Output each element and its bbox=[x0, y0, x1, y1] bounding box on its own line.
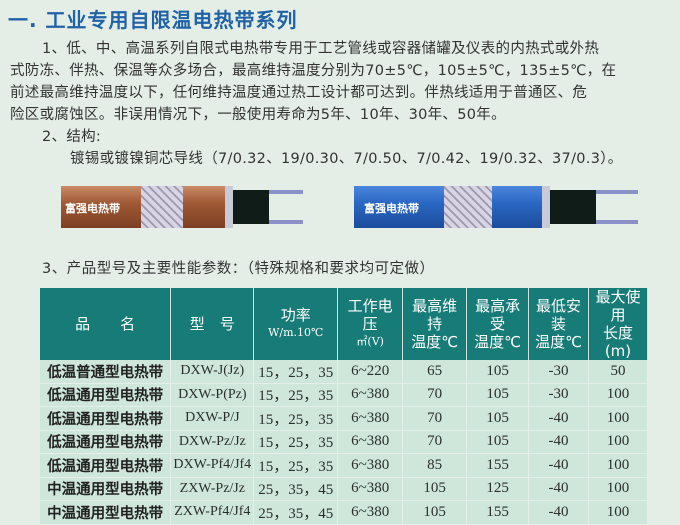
cable-label: 富强电热带 bbox=[364, 202, 419, 215]
max-withstand-temp: 105 bbox=[466, 360, 530, 384]
section-2-heading: 2、结构: bbox=[42, 129, 102, 145]
max-withstand-temp: 125 bbox=[466, 477, 530, 501]
column-header: 型 号 bbox=[170, 288, 255, 360]
max-maintain-temp: 105 bbox=[402, 500, 468, 525]
table-row: 中温通用型电热带 ZXW-Pz/Jz 25，35，45 6~380 105 125 -40 1… bbox=[40, 477, 648, 501]
cable-image-blue: 富强电热带 bbox=[354, 186, 638, 228]
header-sub: 长度(m) bbox=[602, 324, 633, 360]
max-withstand-temp: 155 bbox=[466, 500, 530, 525]
header-main: 品 名 bbox=[75, 315, 136, 333]
min-install-temp: -40 bbox=[528, 477, 589, 501]
max-length: 100 bbox=[588, 430, 648, 454]
para-line: 险区或腐蚀区。非误用情况下，一般使用寿命为5年、10年、30年、50年。 bbox=[10, 107, 506, 123]
max-maintain-temp: 105 bbox=[402, 477, 468, 501]
header-sub: W/m.10℃ bbox=[268, 326, 324, 339]
power: 15，25，35 bbox=[253, 360, 339, 384]
header-main: 最高维持 bbox=[412, 297, 458, 333]
column-header: 最低安装 温度℃ bbox=[528, 288, 589, 360]
section-1: 1、低、中、高温系列自限式电热带专用于工艺管线或容器储罐及仪表的内热式或外热 式… bbox=[10, 38, 674, 170]
header-main: 功率 bbox=[280, 306, 311, 324]
max-maintain-temp: 65 bbox=[402, 360, 468, 384]
header-main: 工作电压 bbox=[347, 297, 393, 333]
max-length: 50 bbox=[588, 360, 648, 384]
product-name: 中温通用型电热带 bbox=[40, 477, 172, 501]
para-line: 前述最高维持温度以下，任何维持温度通过热工设计都可达到。伴热线适用于普通区、危 bbox=[10, 85, 588, 101]
model: ZXW-Pz/Jz bbox=[170, 477, 255, 501]
header-sub: 温度℃ bbox=[474, 333, 521, 351]
header-main: 型 号 bbox=[189, 315, 235, 333]
product-name: 低温通用型电热带 bbox=[40, 406, 172, 431]
header-main: 最低安装 bbox=[536, 297, 582, 333]
voltage: 6~380 bbox=[337, 430, 404, 454]
para-line: 1、低、中、高温系列自限式电热带专用于工艺管线或容器储罐及仪表的内热式或外热 bbox=[42, 41, 600, 57]
power: 25，35，45 bbox=[253, 500, 339, 525]
model: DXW-J(Jz) bbox=[170, 360, 255, 384]
model: DXW-P(Pz) bbox=[170, 383, 255, 407]
max-length: 100 bbox=[588, 500, 648, 525]
product-name: 低温通用型电热带 bbox=[40, 430, 172, 454]
header-main: 最大使用 bbox=[595, 288, 641, 324]
min-install-temp: -40 bbox=[528, 430, 589, 454]
max-maintain-temp: 85 bbox=[402, 453, 468, 478]
max-withstand-temp: 105 bbox=[466, 383, 530, 407]
min-install-temp: -40 bbox=[528, 500, 589, 525]
table-row: 低温普通型电热带 DXW-J(Jz) 15，25，35 6~220 65 105 -30 50 bbox=[40, 360, 648, 384]
model: DXW-P/J bbox=[170, 406, 255, 431]
model: DXW-Pz/Jz bbox=[170, 430, 255, 454]
min-install-temp: -30 bbox=[528, 383, 589, 407]
spec-table: 品 名型 号功率 W/m.10℃ 工作电压 ㎡(V) 最高维持 温度℃ 最高承受 温度℃ 最低安… bbox=[40, 288, 648, 525]
product-name: 中温通用型电热带 bbox=[40, 500, 172, 525]
max-withstand-temp: 105 bbox=[466, 406, 530, 431]
max-maintain-temp: 70 bbox=[402, 383, 468, 407]
min-install-temp: -40 bbox=[528, 406, 589, 431]
voltage: 6~380 bbox=[337, 453, 404, 478]
table-row: 低温通用型电热带 DXW-Pf4/Jf4 15，25，35 6~380 85 155 -40… bbox=[40, 453, 648, 478]
column-header: 最大使用 长度(m) bbox=[588, 288, 648, 360]
column-header: 品 名 bbox=[40, 288, 172, 360]
table-row: 中温通用型电热带 ZXW-Pf4/Jf4 25，35，45 6~380 105 155 -4… bbox=[40, 500, 648, 525]
min-install-temp: -40 bbox=[528, 453, 589, 478]
max-length: 100 bbox=[588, 383, 648, 407]
model: ZXW-Pf4/Jf4 bbox=[170, 500, 255, 525]
product-name: 低温普通型电热带 bbox=[40, 360, 172, 384]
power: 15，25，35 bbox=[253, 383, 339, 407]
power: 15，25，35 bbox=[253, 430, 339, 454]
section-2-text: 镀锡或镀镍铜芯导线（7/0.32、19/0.30、7/0.50、7/0.42、1… bbox=[70, 151, 623, 167]
max-withstand-temp: 155 bbox=[466, 453, 530, 478]
voltage: 6~380 bbox=[337, 406, 404, 431]
column-header: 最高承受 温度℃ bbox=[466, 288, 530, 360]
table-row: 低温通用型电热带 DXW-P/J 15，25，35 6~380 70 105 -40 100 bbox=[40, 406, 648, 431]
power: 25，35，45 bbox=[253, 477, 339, 501]
voltage: 6~380 bbox=[337, 383, 404, 407]
voltage: 6~380 bbox=[337, 500, 404, 525]
power: 15，25，35 bbox=[253, 406, 339, 431]
max-length: 100 bbox=[588, 477, 648, 501]
cable-label: 富强电热带 bbox=[65, 202, 120, 215]
para-line: 式防冻、伴热、保温等众多场合，最高维持温度分别为70±5℃，105±5℃，135… bbox=[10, 63, 617, 79]
min-install-temp: -30 bbox=[528, 360, 589, 384]
max-maintain-temp: 70 bbox=[402, 430, 468, 454]
header-sub: 温度℃ bbox=[535, 333, 582, 351]
max-maintain-temp: 70 bbox=[402, 406, 468, 431]
section-3-heading: 3、产品型号及主要性能参数：（特殊规格和要求均可定做） bbox=[42, 261, 435, 277]
header-sub: ㎡(V) bbox=[356, 335, 384, 348]
max-length: 100 bbox=[588, 453, 648, 478]
header-main: 最高承受 bbox=[475, 297, 521, 333]
model: DXW-Pf4/Jf4 bbox=[170, 453, 255, 478]
column-header: 最高维持 温度℃ bbox=[402, 288, 468, 360]
table-row: 低温通用型电热带 DXW-P(Pz) 15，25，35 6~380 70 105 -30 10… bbox=[40, 383, 648, 407]
product-name: 低温通用型电热带 bbox=[40, 453, 172, 478]
max-withstand-temp: 105 bbox=[466, 430, 530, 454]
voltage: 6~220 bbox=[337, 360, 404, 384]
column-header: 功率 W/m.10℃ bbox=[253, 288, 339, 360]
header-sub: 温度℃ bbox=[411, 333, 459, 351]
voltage: 6~380 bbox=[337, 477, 404, 501]
product-name: 低温通用型电热带 bbox=[40, 383, 172, 407]
max-length: 100 bbox=[588, 406, 648, 431]
cable-image-brown: 富强电热带 bbox=[61, 186, 303, 228]
table-row: 低温通用型电热带 DXW-Pz/Jz 15，25，35 6~380 70 105 -40 10… bbox=[40, 430, 648, 454]
page-title: 一. 工业专用自限温电热带系列 bbox=[8, 8, 298, 32]
power: 15，25，35 bbox=[253, 453, 339, 478]
